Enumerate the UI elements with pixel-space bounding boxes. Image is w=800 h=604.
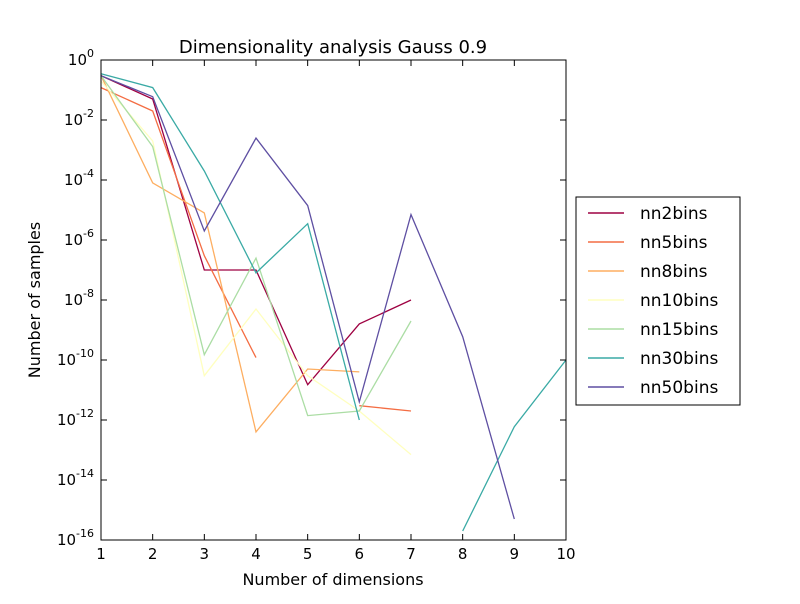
y-tick-exponent: -2 <box>83 107 94 120</box>
y-tick-base: 10 <box>64 291 83 309</box>
y-axis-label: Number of samples <box>25 222 44 378</box>
y-tick-exponent: -4 <box>83 167 94 180</box>
y-tick-label: 100 <box>68 47 94 69</box>
legend-label: nn15bins <box>640 320 718 340</box>
y-tick-exponent: 0 <box>87 47 94 60</box>
ticks-layer: 1 2 3 4 5 6 7 8 9 1010010-210-410-610-810-1010-12… <box>57 47 576 563</box>
y-tick-label: 10-2 <box>64 107 94 129</box>
y-tick-base: 10 <box>64 111 83 129</box>
x-tick-label: 4 <box>251 545 261 563</box>
legend-box <box>575 196 741 406</box>
y-tick-exponent: -8 <box>83 287 94 300</box>
legend: nn2bins nn5bins nn8bins nn10bins nn15bins nn3… <box>575 196 741 406</box>
y-tick-exponent: -14 <box>76 467 94 480</box>
series-line-nn15bins <box>100 75 412 417</box>
series-line-nn50bins <box>100 75 515 520</box>
y-tick-label: 10-6 <box>64 227 94 249</box>
series-line-nn30bins <box>462 359 567 532</box>
legend-label: nn50bins <box>640 378 718 398</box>
x-tick-label: 10 <box>556 545 575 563</box>
y-tick-base: 10 <box>57 471 76 489</box>
y-tick-base: 10 <box>57 411 76 429</box>
y-tick-base: 10 <box>57 351 76 369</box>
x-tick-label: 3 <box>200 545 210 563</box>
x-tick-label: 1 <box>96 545 106 563</box>
y-tick-label: 10-10 <box>57 347 94 369</box>
x-tick-label: 9 <box>510 545 520 563</box>
y-tick-label: 10-4 <box>64 167 94 189</box>
legend-label: nn5bins <box>640 233 708 253</box>
y-tick-base: 10 <box>64 231 83 249</box>
y-tick-exponent: -16 <box>76 527 94 540</box>
series-line-nn5bins <box>359 405 412 412</box>
legend-label: nn30bins <box>640 349 718 369</box>
y-tick-exponent: -12 <box>76 407 94 420</box>
y-tick-base: 10 <box>68 51 87 69</box>
y-tick-label: 10-12 <box>57 407 94 429</box>
x-tick-label: 2 <box>148 545 158 563</box>
legend-label: nn8bins <box>640 262 708 282</box>
y-tick-label: 10-8 <box>64 287 94 309</box>
y-tick-base: 10 <box>64 171 83 189</box>
x-tick-label: 6 <box>355 545 365 563</box>
y-tick-label: 10-16 <box>57 527 94 549</box>
series-line-nn2bins <box>100 75 412 386</box>
y-tick-exponent: -6 <box>83 227 94 240</box>
x-axis-label: Number of dimensions <box>242 570 423 589</box>
y-tick-exponent: -10 <box>76 347 94 360</box>
series-line-nn8bins <box>100 75 360 434</box>
y-tick-base: 10 <box>57 531 76 549</box>
legend-label: nn10bins <box>640 291 718 311</box>
x-tick-label: 8 <box>458 545 468 563</box>
y-tick-label: 10-14 <box>57 467 94 489</box>
series-layer <box>100 73 567 532</box>
x-tick-label: 5 <box>303 545 313 563</box>
x-tick-label: 7 <box>406 545 416 563</box>
series-line-nn30bins <box>100 73 360 421</box>
chart-title: Dimensionality analysis Gauss 0.9 <box>179 37 487 58</box>
legend-label: nn2bins <box>640 204 708 224</box>
